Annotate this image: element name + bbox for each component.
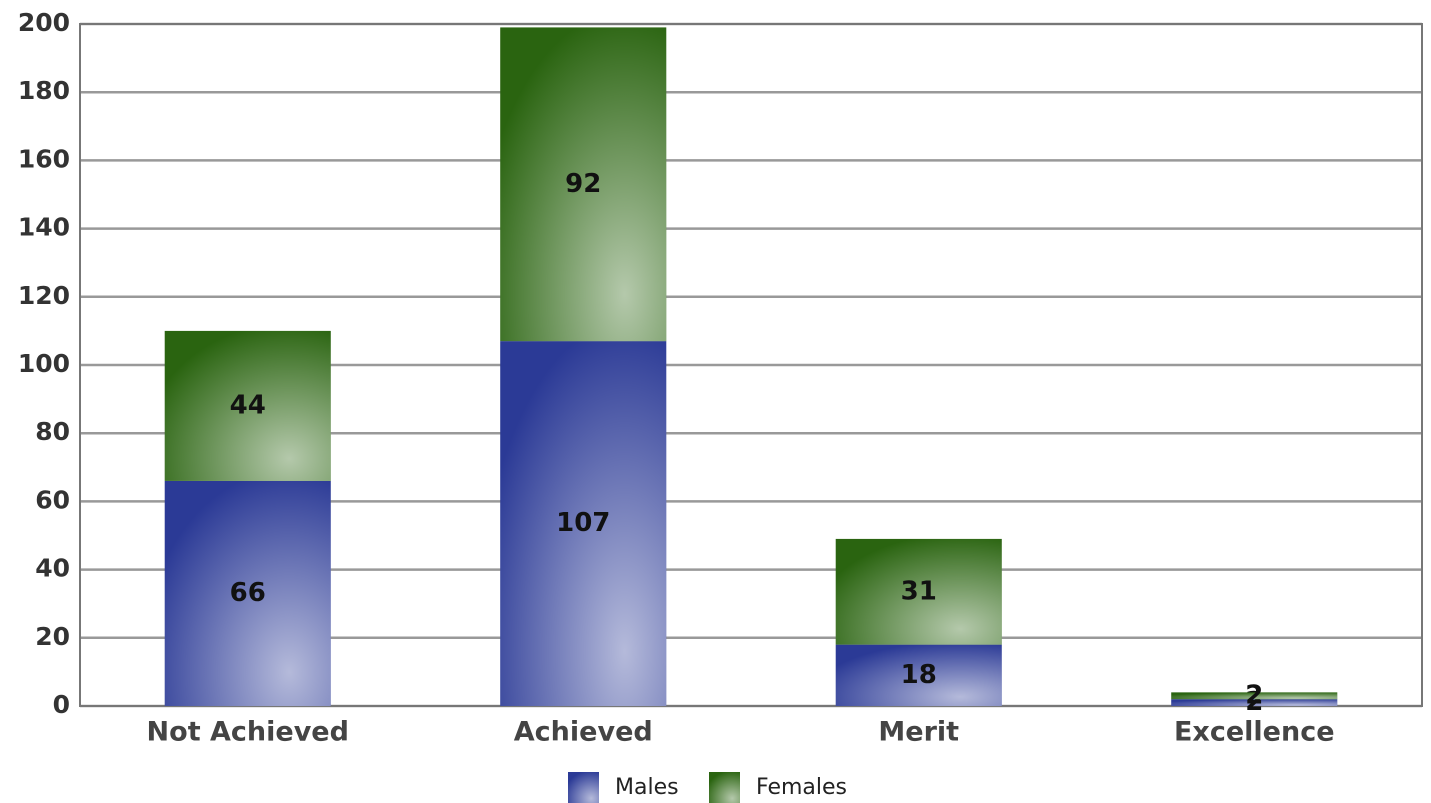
y-tick-label: 180 bbox=[18, 76, 70, 105]
data-label: 92 bbox=[565, 169, 601, 199]
y-tick-label: 120 bbox=[18, 281, 70, 310]
x-tick-label: Achieved bbox=[514, 717, 653, 748]
y-tick-label: 140 bbox=[18, 213, 70, 242]
x-tick-label: Excellence bbox=[1174, 717, 1335, 748]
legend-shine bbox=[709, 772, 740, 803]
data-label: 66 bbox=[230, 578, 266, 608]
y-tick-label: 160 bbox=[18, 144, 70, 173]
data-label: 44 bbox=[230, 390, 266, 420]
bar-shine bbox=[1171, 699, 1338, 706]
y-tick-label: 80 bbox=[35, 417, 70, 446]
legend-label: Males bbox=[615, 775, 679, 800]
plot-border bbox=[79, 23, 1423, 707]
x-tick-label: Not Achieved bbox=[147, 717, 349, 748]
bar-shine bbox=[500, 341, 667, 706]
bar-shine bbox=[835, 538, 1002, 645]
data-label: 31 bbox=[901, 576, 937, 606]
bar-shine bbox=[1171, 692, 1338, 700]
y-tick-label: 0 bbox=[53, 690, 70, 719]
data-label: 18 bbox=[901, 660, 937, 690]
data-label: 2 bbox=[1245, 680, 1263, 710]
y-tick-label: 20 bbox=[35, 622, 70, 651]
bar-shine bbox=[164, 330, 331, 481]
bar-shine bbox=[500, 27, 667, 342]
bar-shine bbox=[164, 480, 331, 706]
x-tick-label: Merit bbox=[878, 717, 959, 748]
legend-shine bbox=[568, 772, 599, 803]
y-tick-label: 60 bbox=[35, 485, 70, 514]
y-tick-label: 40 bbox=[35, 554, 70, 583]
y-tick-label: 200 bbox=[18, 8, 70, 37]
bar-shine bbox=[835, 644, 1002, 706]
y-tick-label: 100 bbox=[18, 349, 70, 378]
data-label: 107 bbox=[556, 508, 610, 538]
legend-label: Females bbox=[756, 775, 847, 800]
